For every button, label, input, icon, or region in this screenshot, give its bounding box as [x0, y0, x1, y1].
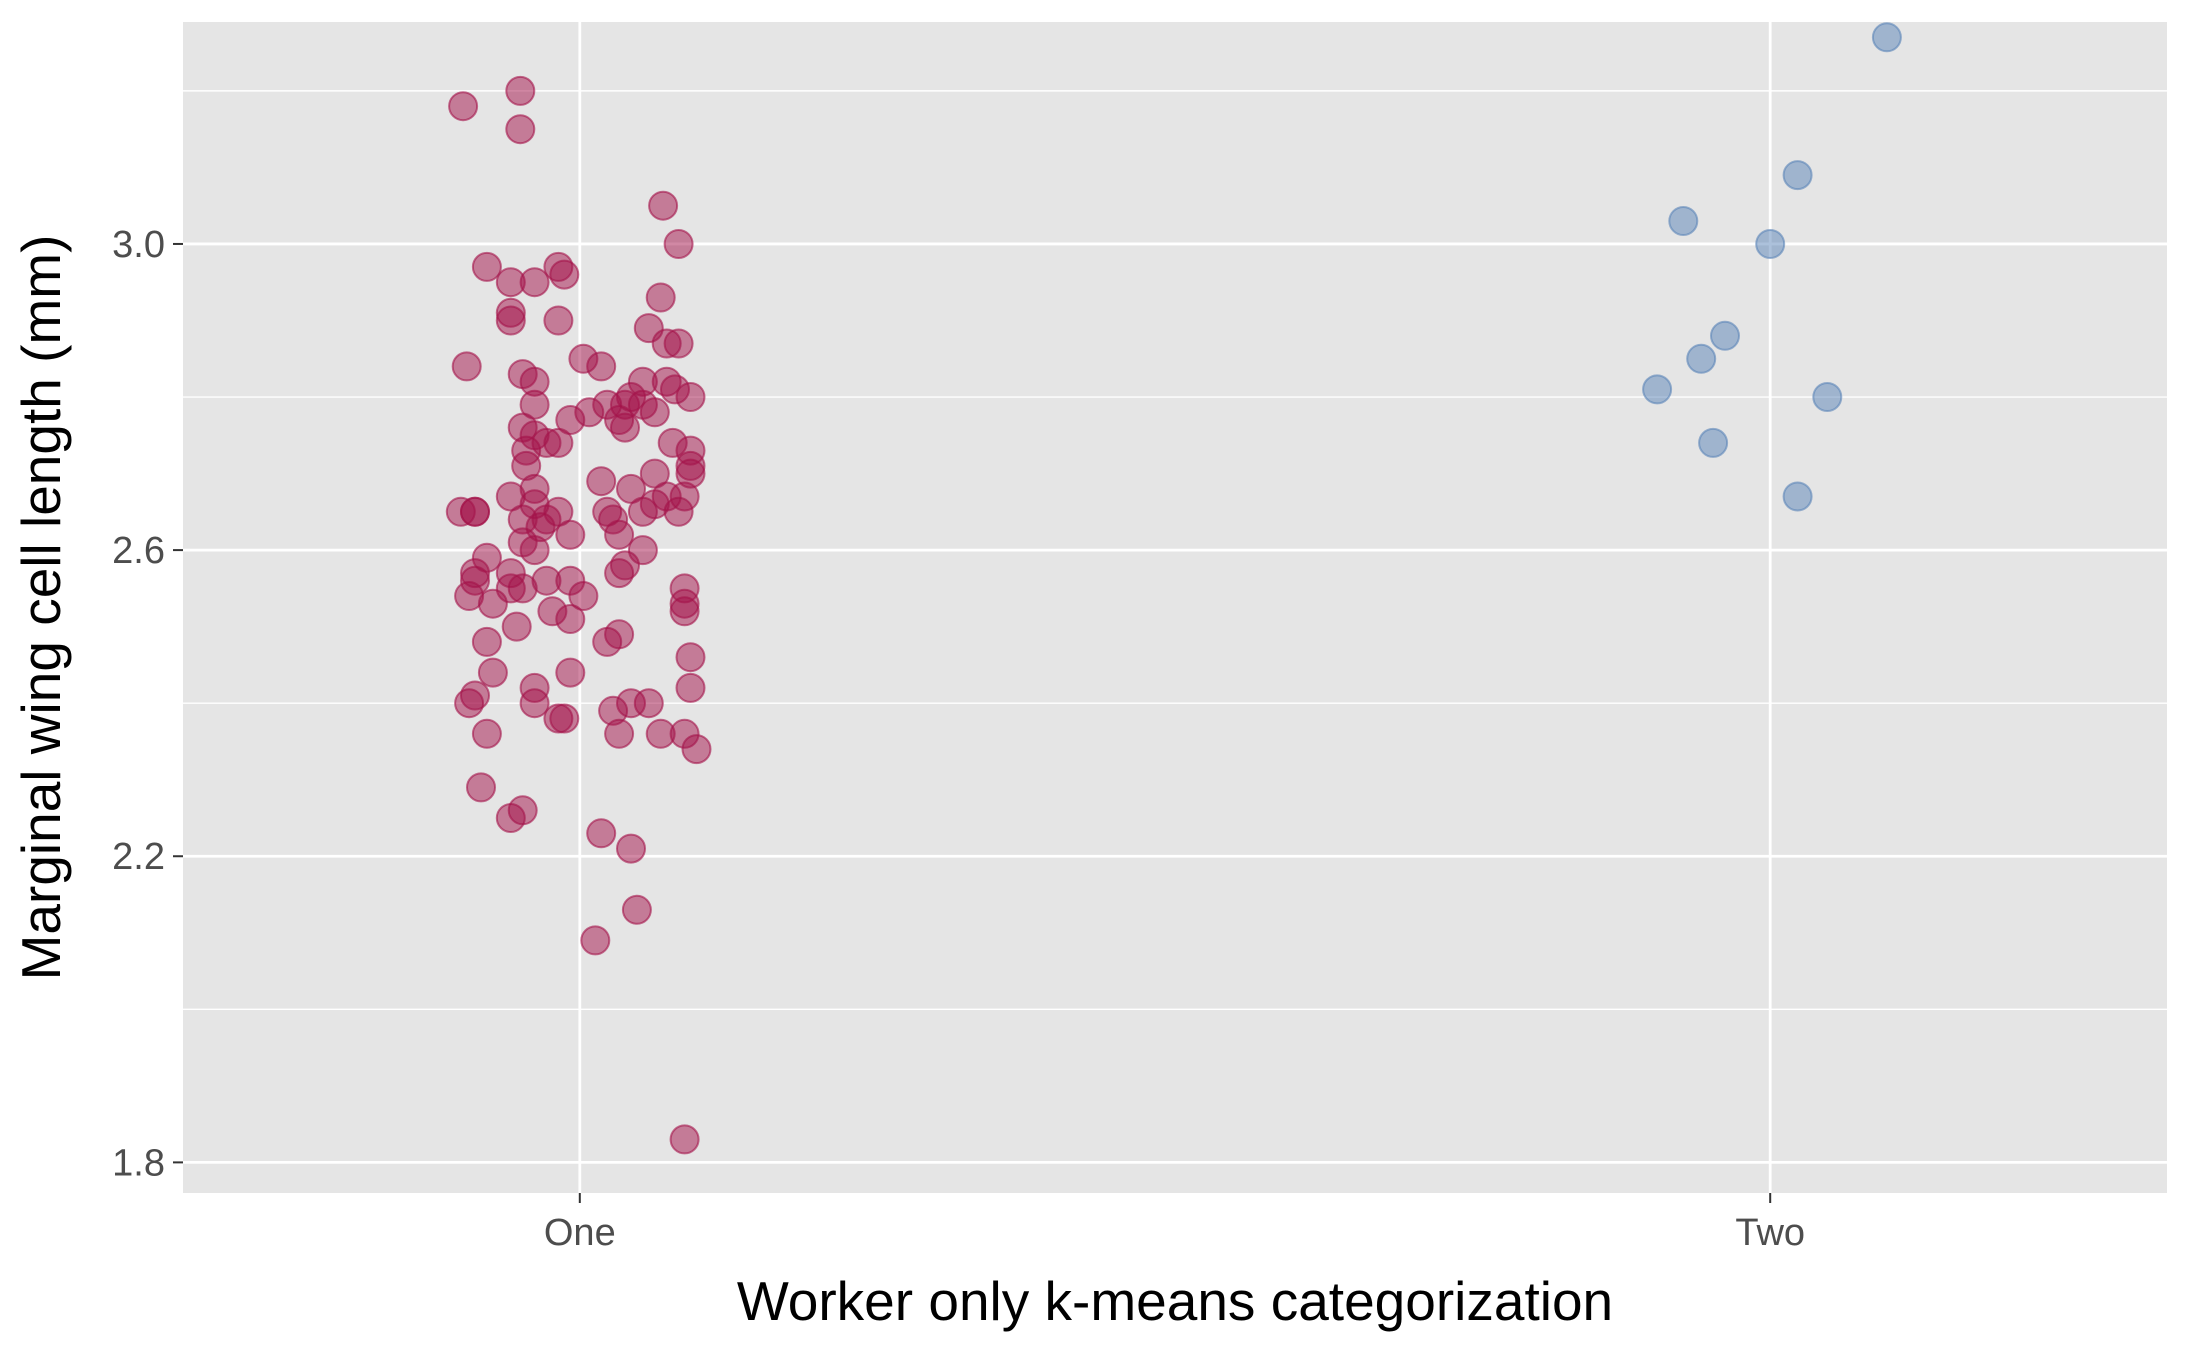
data-point-one [501, 611, 532, 642]
data-point-one [471, 718, 502, 749]
data-point-one [669, 1124, 700, 1155]
data-point-one [505, 114, 536, 145]
data-point-one [477, 588, 508, 619]
data-point-one [586, 351, 617, 382]
data-point-one [460, 496, 490, 527]
data-point-two [1812, 382, 1843, 412]
data-point-one [549, 259, 580, 290]
data-point-one [586, 818, 617, 849]
data-points [445, 22, 1902, 1155]
data-point-one [568, 581, 599, 611]
x-tick-label-two: Two [1735, 1212, 1805, 1254]
data-point-one [555, 604, 586, 634]
data-point-two [1710, 320, 1740, 351]
data-point-two [1698, 427, 1729, 458]
data-point-one [675, 642, 706, 673]
data-point-one [621, 894, 652, 925]
data-point-one [663, 229, 694, 259]
y-axis-title: Marginal wing cell length (mm) [10, 235, 72, 981]
data-point-two [1686, 343, 1717, 374]
data-point-one [616, 833, 646, 864]
data-point-one [543, 427, 574, 458]
data-point-one [519, 688, 550, 719]
data-point-one [519, 267, 550, 298]
data-point-one [549, 703, 580, 734]
data-point-one [454, 688, 485, 719]
data-point-one [663, 496, 694, 527]
data-point-one [451, 351, 482, 382]
data-point-one [675, 672, 706, 703]
data-point-one [648, 190, 679, 221]
axes: 1.8 2.2 2.6 3.0 One Two [112, 224, 1805, 1254]
data-point-two [1782, 481, 1813, 512]
data-point-one [663, 328, 694, 359]
data-point-one [675, 382, 706, 412]
data-point-one [471, 251, 502, 282]
data-point-one [604, 519, 635, 550]
data-point-one [645, 282, 676, 313]
data-point-one [466, 772, 496, 803]
data-point-one [604, 558, 635, 589]
data-point-two [1668, 206, 1699, 236]
x-tick-label-one: One [544, 1212, 616, 1254]
data-point-one [639, 397, 670, 428]
y-tick-label: 2.6 [112, 530, 165, 572]
data-point-one [471, 626, 502, 657]
data-point-one [586, 466, 617, 497]
data-point-one [448, 91, 479, 122]
data-point-one [669, 596, 700, 627]
data-point-one [610, 412, 640, 443]
data-point-one [519, 535, 550, 566]
data-point-two [1755, 229, 1786, 259]
data-point-one [592, 626, 623, 657]
grid-lines [183, 22, 2167, 1193]
plot-panel [183, 22, 2167, 1193]
data-point-one [495, 803, 526, 833]
data-point-one [681, 734, 712, 765]
y-tick-label: 2.2 [112, 836, 165, 878]
data-point-one [495, 305, 526, 336]
data-point-one [633, 688, 664, 719]
y-tick-label: 1.8 [112, 1142, 165, 1184]
data-point-one [477, 657, 508, 688]
data-point-two [1871, 22, 1902, 53]
data-point-one [555, 519, 586, 550]
data-point-two [1642, 374, 1673, 405]
x-axis-title: Worker only k-means categorization [737, 1270, 1613, 1332]
data-point-one [543, 305, 574, 336]
data-point-one [604, 718, 635, 749]
data-point-one [555, 657, 586, 688]
data-point-two [1782, 160, 1813, 191]
data-point-one [580, 925, 611, 956]
y-tick-label: 3.0 [112, 224, 165, 266]
data-point-one [627, 496, 658, 527]
data-point-one [505, 75, 536, 106]
